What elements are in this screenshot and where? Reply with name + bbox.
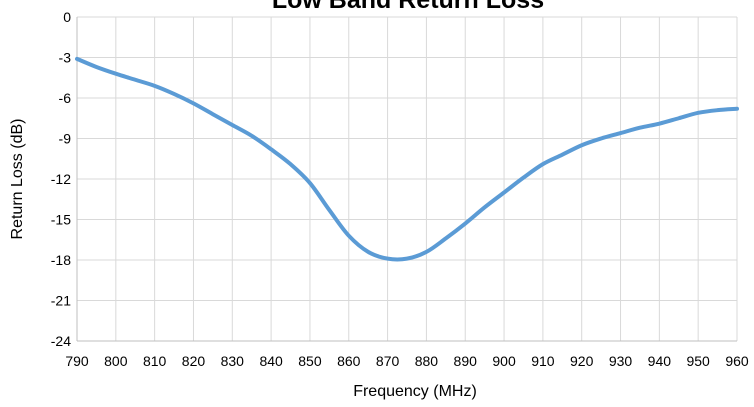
y-tick-label: -6 — [59, 90, 72, 106]
y-tick-label: 0 — [63, 9, 71, 25]
series-line-return-loss — [75, 56, 739, 262]
y-tick-label: -24 — [51, 333, 71, 349]
x-tick-labels: 790 800 810 820 830 840 850 860 870 880 890 900 910 9… — [65, 353, 749, 369]
x-tick-label: 870 — [376, 353, 400, 369]
y-tick-label: -3 — [59, 50, 72, 66]
chart-title: Low Band Return Loss — [272, 0, 544, 14]
y-tick-label: -15 — [51, 212, 71, 228]
x-tick-label: 830 — [221, 353, 245, 369]
y-tick-label: -18 — [51, 252, 71, 268]
y-axis-label: Return Loss (dB) — [9, 119, 26, 240]
y-tick-labels: 0 -3 -6 -9 -12 -15 -18 -21 -24 — [51, 9, 71, 349]
x-tick-label: 790 — [65, 353, 89, 369]
y-tick-label: -12 — [51, 171, 71, 187]
x-tick-label: 800 — [104, 353, 128, 369]
y-tick-label: -21 — [51, 293, 71, 309]
x-tick-label: 950 — [686, 353, 710, 369]
x-tick-label: 910 — [531, 353, 555, 369]
x-tick-label: 860 — [337, 353, 361, 369]
x-axis-label: Frequency (MHz) — [353, 383, 477, 400]
x-tick-label: 940 — [648, 353, 672, 369]
x-tick-label: 880 — [415, 353, 439, 369]
x-tick-label: 890 — [454, 353, 478, 369]
x-tick-label: 920 — [570, 353, 594, 369]
x-tick-label: 840 — [259, 353, 283, 369]
series-layer — [75, 56, 739, 262]
x-tick-label: 960 — [725, 353, 749, 369]
grid — [76, 16, 738, 342]
x-tick-label: 900 — [492, 353, 516, 369]
x-tick-label: 820 — [182, 353, 206, 369]
x-tick-label: 930 — [609, 353, 633, 369]
y-tick-label: -9 — [59, 131, 72, 147]
x-tick-label: 810 — [143, 353, 167, 369]
axes — [76, 17, 737, 342]
x-tick-label: 850 — [298, 353, 322, 369]
